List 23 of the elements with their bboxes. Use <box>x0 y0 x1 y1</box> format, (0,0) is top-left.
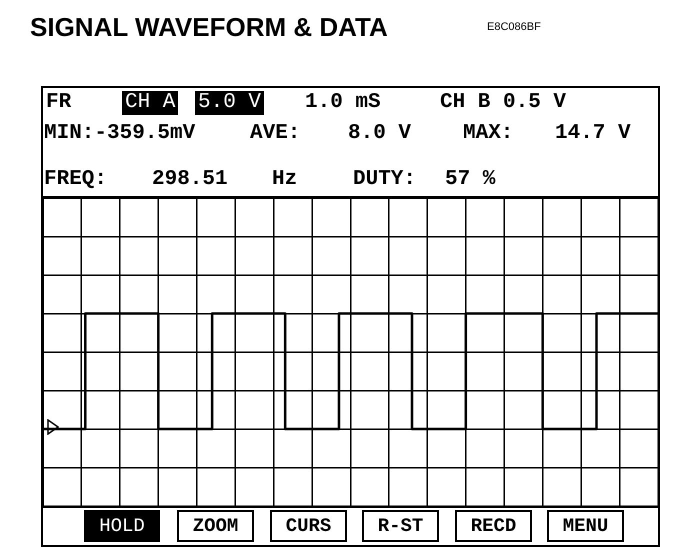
text: DUTY: <box>353 168 416 192</box>
text: HOLD <box>84 510 160 542</box>
text: R-ST <box>362 510 439 542</box>
text: MIN:-359.5mV <box>44 122 196 146</box>
text: 1.0 mS <box>305 91 381 115</box>
text: FREQ: <box>44 168 108 192</box>
text: MENU <box>547 510 624 542</box>
text: Hz <box>272 168 298 192</box>
text: 14.7 V <box>555 122 631 146</box>
text: ZOOM <box>177 510 254 542</box>
text: CH B 0.5 V <box>440 91 566 115</box>
text: RECD <box>455 510 532 542</box>
chart-title: SIGNAL WAVEFORM & DATA <box>30 12 388 43</box>
text: MAX: <box>463 122 514 146</box>
text: AVE: <box>250 122 300 146</box>
text: 8.0 V <box>348 122 412 146</box>
text: E8C086BF <box>487 20 541 34</box>
text: FR <box>46 91 72 115</box>
text: CH A <box>122 91 178 115</box>
text: 298.51 <box>152 168 228 192</box>
text: CURS <box>270 510 347 542</box>
text: 57 % <box>445 168 496 192</box>
text: 5.0 V <box>195 91 264 115</box>
